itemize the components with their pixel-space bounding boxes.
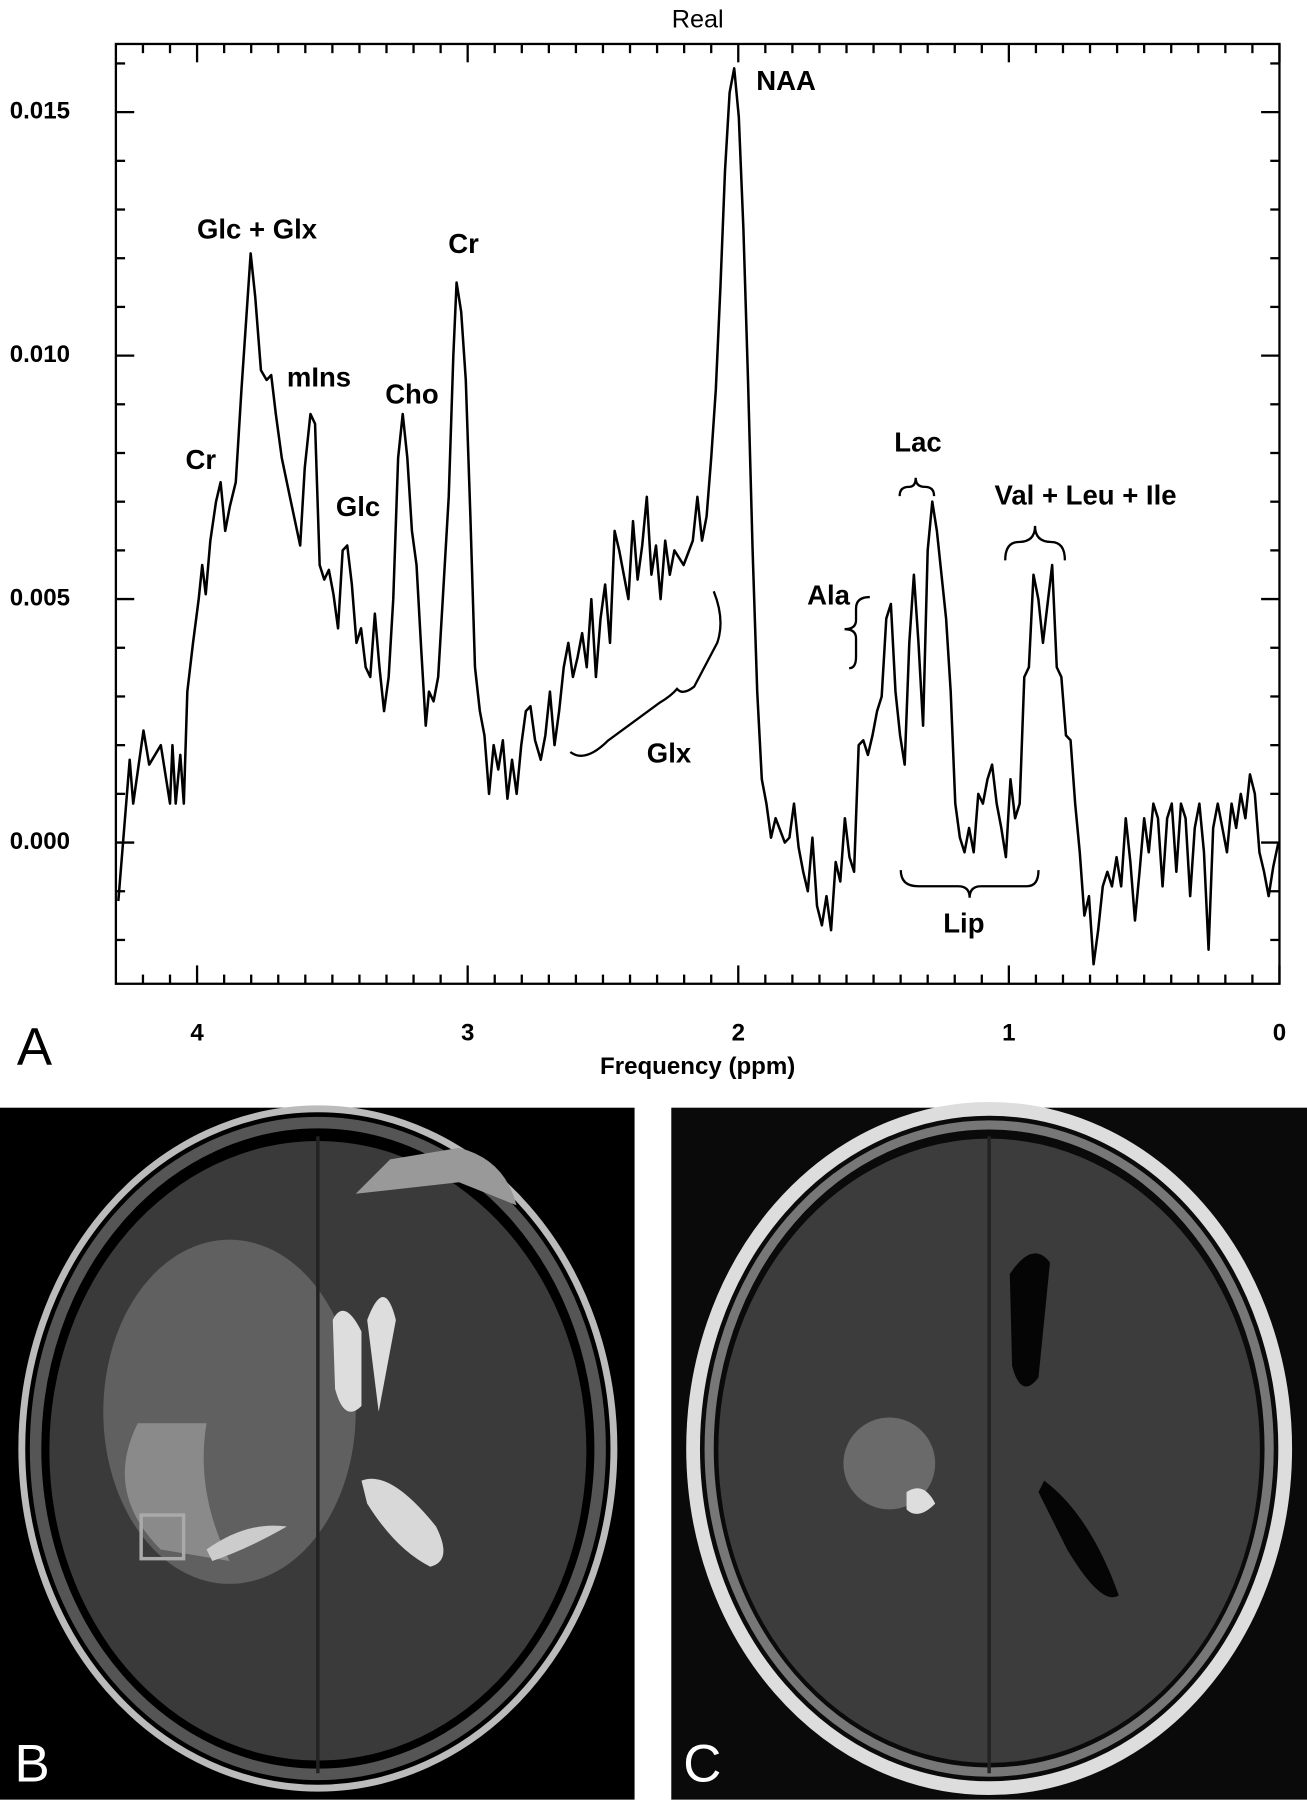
val-brace <box>1004 525 1067 561</box>
lip-brace <box>899 870 1040 898</box>
plot-frame <box>114 42 1281 985</box>
ala-brace <box>844 595 870 670</box>
annotation: Glc + Glx <box>197 213 318 244</box>
annotation: Val + Leu + Ile <box>995 479 1177 510</box>
panel-label: A <box>17 1017 53 1076</box>
annotation: Cr <box>448 228 479 259</box>
annotation: NAA <box>756 65 816 96</box>
x-tick-label: 1 <box>1002 1020 1015 1047</box>
annotation: Lip <box>943 908 984 939</box>
annotation: Cr <box>186 444 217 475</box>
x-tick-label: 0 <box>1273 1020 1286 1047</box>
panel-label: B <box>15 1734 50 1793</box>
annotation: Glx <box>647 738 692 769</box>
y-tick-label: 0.005 <box>10 584 70 611</box>
y-tick-label: 0.000 <box>10 828 70 855</box>
mri-panel-b <box>0 1105 635 1800</box>
mri-panel-c <box>671 1101 1307 1800</box>
glx-brace <box>569 590 722 757</box>
annotation: Lac <box>894 427 941 458</box>
lac-brace <box>898 477 936 497</box>
x-axis-label: Frequency (ppm) <box>600 1053 795 1080</box>
x-tick-label: 2 <box>732 1020 745 1047</box>
annotation: Cho <box>385 379 438 410</box>
chart-title: Real <box>672 6 724 34</box>
annotation: Ala <box>807 579 851 610</box>
y-tick-label: 0.015 <box>10 97 70 124</box>
annotation: Glc <box>336 491 380 522</box>
annotation: mIns <box>287 361 351 392</box>
x-tick-label: 3 <box>461 1020 474 1047</box>
panel-label: C <box>683 1734 721 1793</box>
x-tick-label: 4 <box>190 1020 204 1047</box>
y-tick-label: 0.010 <box>10 341 70 368</box>
spectrum-line <box>117 67 1280 966</box>
